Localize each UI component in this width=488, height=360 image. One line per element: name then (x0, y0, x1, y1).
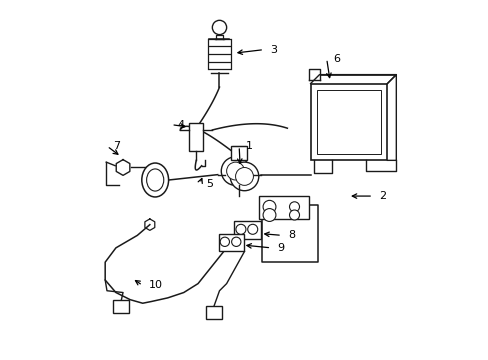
Circle shape (289, 202, 299, 212)
Circle shape (263, 201, 275, 213)
Text: 6: 6 (332, 54, 339, 64)
Circle shape (263, 208, 275, 221)
Bar (206, 306, 222, 319)
Text: 1: 1 (245, 141, 252, 151)
Circle shape (220, 237, 229, 247)
Circle shape (231, 237, 241, 247)
Text: 8: 8 (288, 230, 295, 240)
Bar (310, 84, 386, 160)
Bar (258, 196, 308, 219)
Circle shape (235, 224, 245, 234)
Circle shape (235, 167, 253, 185)
Text: 4: 4 (177, 120, 184, 130)
Text: 3: 3 (270, 45, 277, 55)
Circle shape (230, 162, 258, 191)
Circle shape (247, 224, 257, 234)
Text: 2: 2 (379, 191, 386, 201)
Circle shape (289, 210, 299, 220)
Circle shape (226, 162, 244, 180)
Ellipse shape (146, 169, 163, 191)
Bar (189, 123, 203, 152)
Text: 7: 7 (113, 141, 120, 151)
Ellipse shape (142, 163, 168, 197)
Bar (113, 300, 129, 313)
Bar (231, 146, 246, 160)
Bar (233, 221, 260, 239)
Text: 5: 5 (206, 179, 213, 189)
Text: 9: 9 (277, 243, 285, 253)
Bar (316, 90, 380, 154)
Circle shape (212, 20, 226, 35)
Text: 10: 10 (149, 280, 163, 291)
Bar (219, 234, 244, 251)
Circle shape (221, 157, 249, 185)
